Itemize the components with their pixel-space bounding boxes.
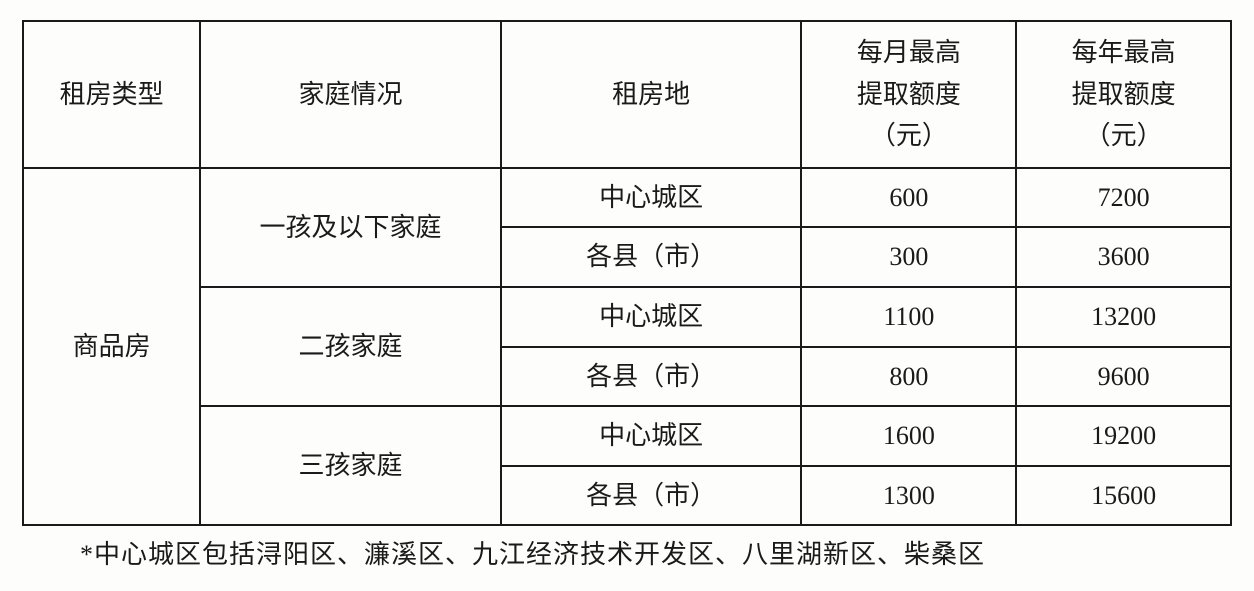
cell-location: 中心城区 (501, 406, 802, 466)
housing-withdrawal-table: 租房类型 家庭情况 租房地 每月最高提取额度（元） 每年最高提取额度（元） 商品… (22, 20, 1232, 526)
cell-monthly: 1100 (801, 287, 1016, 347)
cell-monthly: 1600 (801, 406, 1016, 466)
cell-yearly: 7200 (1016, 168, 1231, 228)
table-footnote: *中心城区包括浔阳区、濂溪区、九江经济技术开发区、八里湖新区、柴桑区 (20, 526, 1234, 571)
cell-yearly: 9600 (1016, 347, 1231, 407)
header-type: 租房类型 (23, 21, 200, 168)
cell-monthly: 300 (801, 227, 1016, 287)
cell-location: 各县（市） (501, 466, 802, 526)
table-row: 三孩家庭 中心城区 1600 19200 (23, 406, 1231, 466)
header-yearly: 每年最高提取额度（元） (1016, 21, 1231, 168)
cell-location: 各县（市） (501, 347, 802, 407)
cell-yearly: 19200 (1016, 406, 1231, 466)
cell-housing-type: 商品房 (23, 168, 200, 526)
table-body: 商品房 一孩及以下家庭 中心城区 600 7200 各县（市） 300 3600… (23, 168, 1231, 526)
cell-yearly: 3600 (1016, 227, 1231, 287)
cell-family-group: 一孩及以下家庭 (200, 168, 501, 287)
header-family: 家庭情况 (200, 21, 501, 168)
table-row: 二孩家庭 中心城区 1100 13200 (23, 287, 1231, 347)
header-location: 租房地 (501, 21, 802, 168)
header-monthly: 每月最高提取额度（元） (801, 21, 1016, 168)
cell-monthly: 1300 (801, 466, 1016, 526)
table-header-row: 租房类型 家庭情况 租房地 每月最高提取额度（元） 每年最高提取额度（元） (23, 21, 1231, 168)
cell-monthly: 600 (801, 168, 1016, 228)
cell-monthly: 800 (801, 347, 1016, 407)
table-row: 商品房 一孩及以下家庭 中心城区 600 7200 (23, 168, 1231, 228)
cell-family-group: 二孩家庭 (200, 287, 501, 406)
cell-location: 中心城区 (501, 287, 802, 347)
cell-yearly: 15600 (1016, 466, 1231, 526)
cell-yearly: 13200 (1016, 287, 1231, 347)
cell-location: 中心城区 (501, 168, 802, 228)
cell-location: 各县（市） (501, 227, 802, 287)
cell-family-group: 三孩家庭 (200, 406, 501, 525)
